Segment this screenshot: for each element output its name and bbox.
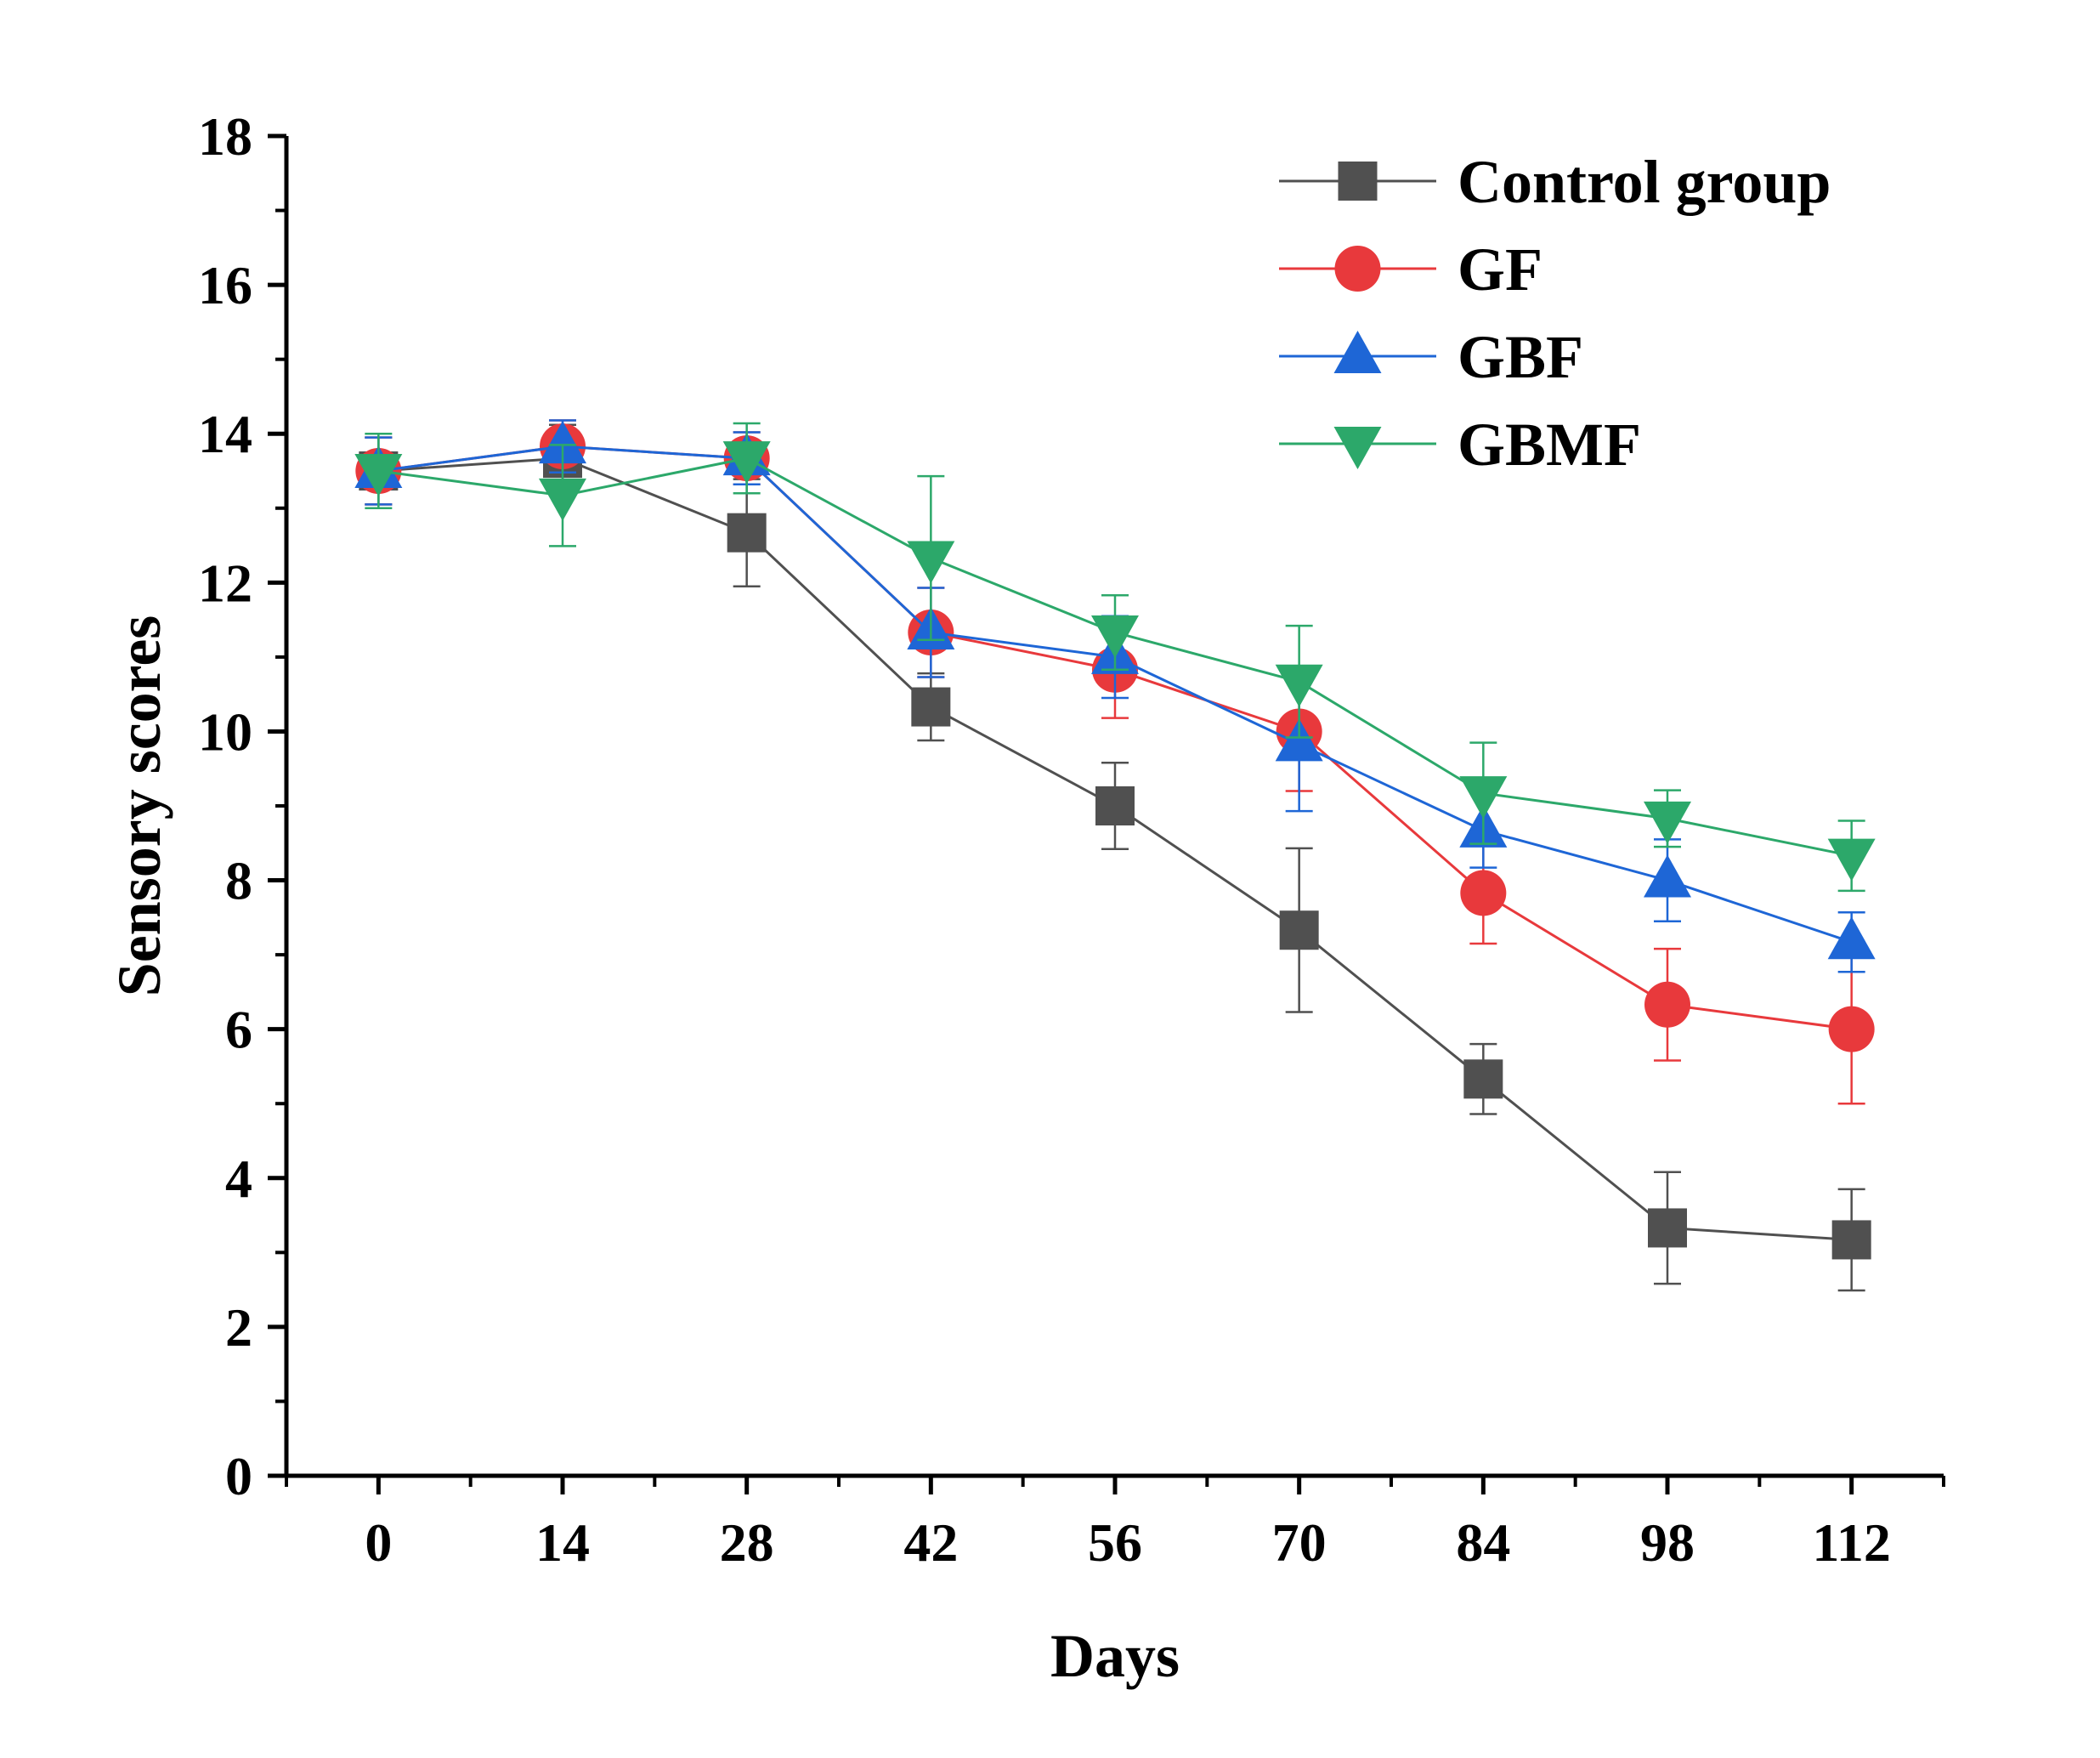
x-tick-label: 98 (1640, 1512, 1695, 1573)
legend-label-gbf: GBF (1458, 323, 1583, 391)
data-point-control-group (1095, 786, 1135, 825)
data-point-control-group (1648, 1208, 1687, 1248)
axes: 0 2 4 6 8 10 12 14 16 18 0 14 28 42 56 70 84 98 112 (198, 106, 1945, 1573)
x-tick-label: 112 (1812, 1512, 1890, 1573)
data-point-control-group (1463, 1059, 1503, 1099)
legend-marker-gbmf (1333, 427, 1382, 469)
y-tick-label: 12 (198, 553, 252, 613)
y-tick-label: 14 (198, 404, 252, 464)
legend-label-gf: GF (1458, 235, 1542, 303)
data-point-gbf (539, 421, 586, 464)
legend-marker-control-group (1338, 162, 1378, 201)
y-tick-label: 0 (225, 1446, 252, 1506)
x-tick-label: 84 (1456, 1512, 1510, 1573)
x-tick-label: 70 (1272, 1512, 1327, 1573)
data-point-control-group (1279, 910, 1319, 950)
x-tick-label: 14 (535, 1512, 590, 1573)
legend: Control group GF GBF GBMF (1279, 148, 1831, 479)
y-tick-label: 16 (198, 255, 252, 315)
data-point-gf (1644, 981, 1690, 1028)
data-point-control-group (1831, 1220, 1871, 1260)
data-point-gbmf (354, 454, 403, 496)
data-point-gbf (1275, 718, 1323, 762)
y-tick-label: 10 (198, 701, 252, 762)
y-tick-label: 4 (225, 1148, 252, 1209)
legend-marker-gf (1334, 246, 1381, 292)
data-point-gbmf (1459, 776, 1508, 819)
data-point-gbf (1644, 854, 1691, 898)
data-point-gbmf (1091, 615, 1139, 658)
y-tick-label: 8 (225, 851, 252, 911)
x-axis-title: Days (1050, 1622, 1180, 1690)
data-point-gbmf (539, 478, 586, 521)
x-tick-label: 56 (1088, 1512, 1142, 1573)
data-point-gbf (1827, 916, 1876, 960)
data-point-gbmf (1275, 664, 1323, 707)
data-point-gf (1460, 870, 1507, 916)
y-tick-label: 6 (225, 1000, 252, 1060)
data-point-gf (1828, 1006, 1875, 1052)
data-point-gbmf (1827, 838, 1876, 882)
data-point-gbmf (722, 441, 771, 485)
legend-marker-gbf (1333, 331, 1382, 373)
data-point-control-group (727, 513, 767, 553)
y-tick-label: 18 (198, 106, 252, 167)
data-point-gbmf (907, 541, 955, 584)
data-point-control-group (911, 687, 951, 727)
plot-area (354, 419, 1876, 1292)
y-tick-label: 2 (225, 1297, 252, 1358)
x-tick-label: 42 (903, 1512, 958, 1573)
x-tick-label: 0 (365, 1512, 392, 1573)
data-point-gbmf (1644, 801, 1691, 844)
x-tick-label: 28 (720, 1512, 774, 1573)
y-axis-title: Sensory scores (105, 615, 173, 997)
legend-label-control-group: Control group (1458, 148, 1831, 216)
legend-label-gbmf: GBMF (1458, 411, 1641, 479)
